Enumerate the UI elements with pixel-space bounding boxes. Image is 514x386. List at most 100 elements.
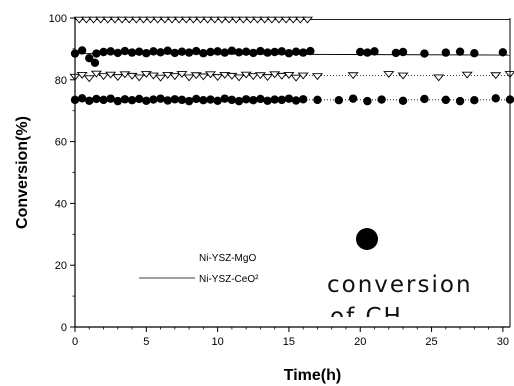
data-point bbox=[294, 16, 306, 24]
data-point bbox=[206, 47, 215, 57]
data-point bbox=[202, 16, 214, 24]
data-point bbox=[455, 47, 465, 56]
data-point bbox=[284, 49, 294, 58]
data-point bbox=[133, 74, 145, 82]
data-point bbox=[266, 16, 278, 24]
data-point bbox=[142, 96, 151, 106]
data-point bbox=[441, 48, 451, 57]
data-point bbox=[212, 74, 224, 82]
data-point bbox=[183, 74, 195, 82]
data-point bbox=[112, 74, 124, 82]
data-point bbox=[83, 75, 95, 83]
data-point bbox=[156, 94, 165, 103]
data-point bbox=[230, 16, 242, 24]
axes: 0 5 10 15 20 25 30 0 20 40 60 80 100 bbox=[49, 13, 511, 348]
data-point bbox=[280, 16, 292, 24]
data-point bbox=[241, 95, 251, 104]
data-point bbox=[209, 16, 221, 24]
y-tick-label: 60 bbox=[55, 137, 67, 149]
data-point bbox=[397, 72, 409, 80]
series-2 bbox=[70, 46, 511, 68]
data-point bbox=[156, 48, 165, 57]
data-point bbox=[120, 46, 130, 56]
data-point bbox=[163, 46, 172, 55]
data-point bbox=[363, 96, 372, 106]
data-point bbox=[155, 74, 167, 82]
data-point bbox=[261, 74, 274, 82]
y-tick-label: 0 bbox=[61, 322, 67, 334]
data-point bbox=[234, 48, 244, 57]
overlay-annotation: conversion of CH bbox=[327, 228, 471, 330]
data-point bbox=[120, 95, 130, 104]
x-tick-label: 5 bbox=[143, 336, 149, 348]
data-point bbox=[301, 16, 314, 24]
data-point bbox=[145, 16, 157, 24]
data-point bbox=[170, 95, 180, 104]
data-point bbox=[177, 47, 187, 56]
x-tick-label: 15 bbox=[283, 336, 295, 348]
data-point bbox=[206, 95, 215, 104]
overlay-label-of-ch: of CH bbox=[330, 304, 403, 330]
data-point bbox=[177, 95, 187, 105]
data-point bbox=[270, 95, 279, 104]
data-point bbox=[199, 49, 208, 58]
data-point bbox=[491, 94, 500, 103]
x-tick-label: 25 bbox=[425, 336, 437, 348]
data-point bbox=[306, 46, 315, 56]
data-point bbox=[263, 96, 272, 106]
data-point bbox=[85, 53, 94, 63]
data-point bbox=[347, 72, 359, 80]
series-3 bbox=[69, 70, 514, 83]
data-point bbox=[130, 16, 142, 24]
data-point bbox=[127, 48, 137, 57]
data-point bbox=[348, 94, 358, 103]
data-point bbox=[113, 48, 122, 58]
data-point bbox=[313, 95, 322, 105]
data-point bbox=[277, 95, 287, 105]
data-point bbox=[192, 94, 201, 104]
data-point bbox=[216, 16, 228, 24]
data-point bbox=[113, 96, 122, 106]
data-point bbox=[256, 46, 265, 56]
data-point bbox=[276, 72, 288, 80]
data-point bbox=[311, 73, 324, 81]
data-point bbox=[170, 48, 180, 58]
data-point bbox=[227, 46, 237, 55]
data-point bbox=[470, 95, 479, 105]
x-tick-label: 30 bbox=[497, 336, 509, 348]
data-point bbox=[95, 16, 107, 24]
data-point bbox=[291, 96, 301, 105]
data-point bbox=[99, 47, 108, 57]
data-point bbox=[233, 74, 245, 82]
data-point bbox=[391, 48, 401, 58]
data-point bbox=[298, 95, 308, 104]
data-point bbox=[142, 49, 151, 58]
data-point bbox=[97, 73, 110, 81]
data-point bbox=[273, 16, 285, 24]
data-point bbox=[334, 95, 344, 105]
data-point bbox=[220, 48, 229, 57]
data-point bbox=[237, 16, 249, 24]
data-point bbox=[490, 72, 502, 80]
data-point bbox=[249, 48, 258, 58]
data-point bbox=[184, 96, 194, 106]
data-point bbox=[152, 16, 164, 24]
y-tick-label: 20 bbox=[55, 260, 67, 272]
data-point bbox=[92, 94, 101, 104]
data-point bbox=[256, 94, 265, 104]
data-point bbox=[363, 48, 372, 57]
data-point bbox=[166, 16, 178, 24]
x-tick-label: 0 bbox=[72, 336, 78, 348]
data-point bbox=[90, 58, 100, 68]
data-point bbox=[173, 16, 185, 24]
data-point bbox=[356, 47, 365, 57]
series-1 bbox=[73, 16, 510, 24]
data-point bbox=[80, 16, 92, 24]
data-point bbox=[290, 74, 302, 82]
data-point bbox=[192, 46, 201, 56]
data-point bbox=[220, 94, 229, 103]
data-point bbox=[284, 94, 294, 103]
data-point bbox=[123, 16, 135, 24]
x-tick-label: 10 bbox=[211, 336, 223, 348]
